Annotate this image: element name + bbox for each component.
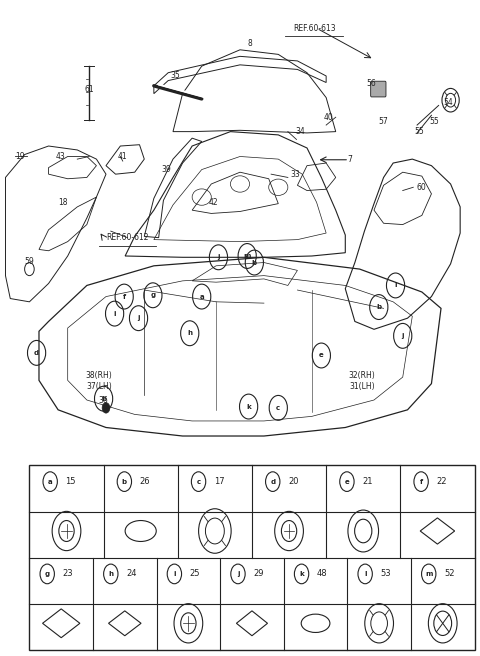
- Text: REF.60-612: REF.60-612: [106, 233, 149, 242]
- Text: j: j: [137, 315, 140, 321]
- Text: i: i: [394, 283, 397, 289]
- Text: b: b: [101, 396, 106, 401]
- Text: f: f: [122, 294, 126, 300]
- Text: 42: 42: [209, 198, 218, 207]
- Text: 57: 57: [379, 117, 388, 127]
- Text: b: b: [252, 260, 257, 266]
- Text: 35: 35: [170, 72, 180, 81]
- Text: 48: 48: [317, 569, 327, 579]
- Text: j: j: [401, 333, 404, 339]
- Text: m: m: [243, 253, 251, 259]
- Text: m: m: [425, 571, 432, 577]
- Text: 53: 53: [381, 569, 391, 579]
- Text: 26: 26: [140, 477, 150, 486]
- FancyBboxPatch shape: [371, 81, 386, 97]
- Text: 25: 25: [190, 569, 200, 579]
- Text: c: c: [196, 479, 201, 485]
- Bar: [29, 466, 475, 650]
- Text: 15: 15: [65, 477, 76, 486]
- Text: 29: 29: [253, 569, 264, 579]
- Text: 39: 39: [161, 165, 171, 174]
- Text: 56: 56: [367, 79, 376, 89]
- Text: 32(RH): 32(RH): [348, 371, 375, 380]
- Text: a: a: [48, 479, 52, 485]
- Text: j: j: [237, 571, 239, 577]
- Text: 54: 54: [444, 98, 453, 107]
- Text: k: k: [299, 571, 304, 577]
- Text: 31(LH): 31(LH): [349, 382, 375, 392]
- Text: f: f: [420, 479, 423, 485]
- Text: a: a: [199, 294, 204, 300]
- Text: 40: 40: [324, 113, 334, 122]
- Text: g: g: [150, 293, 156, 298]
- Text: h: h: [108, 571, 113, 577]
- Text: d: d: [34, 350, 39, 356]
- Text: 60: 60: [417, 183, 427, 192]
- Text: 41: 41: [118, 152, 128, 161]
- Text: 8: 8: [247, 39, 252, 48]
- Text: 19: 19: [15, 152, 24, 161]
- Text: 37(LH): 37(LH): [86, 382, 112, 392]
- Text: b: b: [376, 304, 381, 310]
- Text: 55: 55: [415, 127, 424, 136]
- Text: h: h: [187, 330, 192, 337]
- Text: k: k: [246, 403, 251, 409]
- Text: REF.60-613: REF.60-613: [293, 24, 336, 33]
- Circle shape: [102, 403, 110, 413]
- Text: 59: 59: [24, 256, 34, 266]
- Text: e: e: [319, 352, 324, 358]
- Text: 61: 61: [84, 85, 94, 94]
- Text: 17: 17: [214, 477, 225, 486]
- Text: 18: 18: [58, 198, 68, 207]
- Text: 21: 21: [362, 477, 373, 486]
- Text: 24: 24: [126, 569, 137, 579]
- Text: e: e: [345, 479, 349, 485]
- Text: 55: 55: [429, 117, 439, 127]
- Text: c: c: [276, 405, 280, 411]
- Text: b: b: [122, 479, 127, 485]
- Text: 20: 20: [288, 477, 299, 486]
- Text: 34: 34: [295, 127, 305, 136]
- Text: d: d: [270, 479, 276, 485]
- Text: l: l: [364, 571, 366, 577]
- Text: g: g: [45, 571, 50, 577]
- Text: 33: 33: [290, 170, 300, 178]
- Text: 38(RH): 38(RH): [85, 371, 112, 380]
- Text: 36: 36: [99, 396, 108, 405]
- Text: i: i: [113, 310, 116, 317]
- Text: i: i: [173, 571, 176, 577]
- Text: 43: 43: [56, 152, 65, 161]
- Text: 7: 7: [348, 155, 352, 163]
- Text: 52: 52: [444, 569, 455, 579]
- Text: 23: 23: [62, 569, 73, 579]
- Text: j: j: [217, 255, 220, 260]
- Text: 22: 22: [436, 477, 447, 486]
